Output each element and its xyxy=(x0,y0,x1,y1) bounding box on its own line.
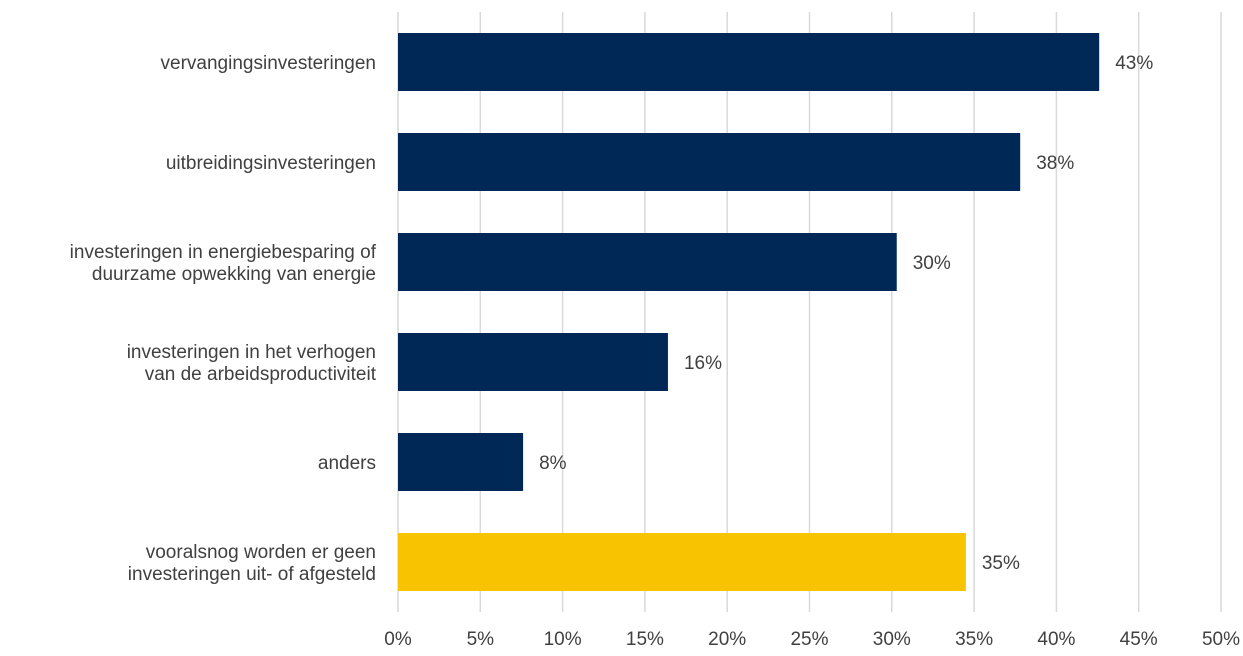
category-label: anders xyxy=(318,453,376,474)
x-tick-label: 20% xyxy=(708,629,746,650)
x-axis-tick-labels: 0% 5% 10% 15% 20% 25% 30% 35% 40% 45% 50% xyxy=(384,629,1240,650)
category-label: vooralsnog worden er geen xyxy=(146,542,376,563)
bar xyxy=(398,533,966,591)
gridlines xyxy=(397,12,1222,612)
x-tick-label: 35% xyxy=(955,629,993,650)
data-label: 16% xyxy=(684,353,722,374)
category-labels: vervangingsinvesteringen uitbreidingsinve… xyxy=(70,53,377,585)
data-labels: 43% 38% 30% 16% 8% 35% xyxy=(539,53,1153,574)
x-tick-label: 30% xyxy=(873,629,911,650)
x-tick-label: 0% xyxy=(384,629,412,650)
bars xyxy=(398,33,1100,591)
x-tick-label: 25% xyxy=(790,629,828,650)
x-tick-label: 15% xyxy=(626,629,664,650)
bar xyxy=(398,333,668,391)
x-tick-label: 45% xyxy=(1120,629,1158,650)
bar xyxy=(398,433,524,491)
category-label: van de arbeidsproductiviteit xyxy=(145,364,377,385)
category-label: duurzame opwekking van energie xyxy=(92,264,376,285)
x-tick-label: 50% xyxy=(1202,629,1240,650)
data-label: 30% xyxy=(913,253,951,274)
x-tick-label: 10% xyxy=(544,629,582,650)
x-tick-label: 40% xyxy=(1037,629,1075,650)
data-label: 8% xyxy=(539,453,567,474)
data-label: 35% xyxy=(982,553,1020,574)
category-label: investeringen in energiebesparing of xyxy=(70,242,377,263)
category-label: vervangingsinvesteringen xyxy=(161,53,376,74)
bar xyxy=(398,33,1100,91)
data-label: 38% xyxy=(1036,153,1074,174)
category-label: investeringen uit- of afgesteld xyxy=(128,564,376,585)
category-label: investeringen in het verhogen xyxy=(127,342,376,363)
category-label: uitbreidingsinvesteringen xyxy=(166,153,376,174)
x-tick-label: 5% xyxy=(467,629,495,650)
bar xyxy=(398,233,897,291)
data-label: 43% xyxy=(1115,53,1153,74)
bar xyxy=(398,133,1021,191)
